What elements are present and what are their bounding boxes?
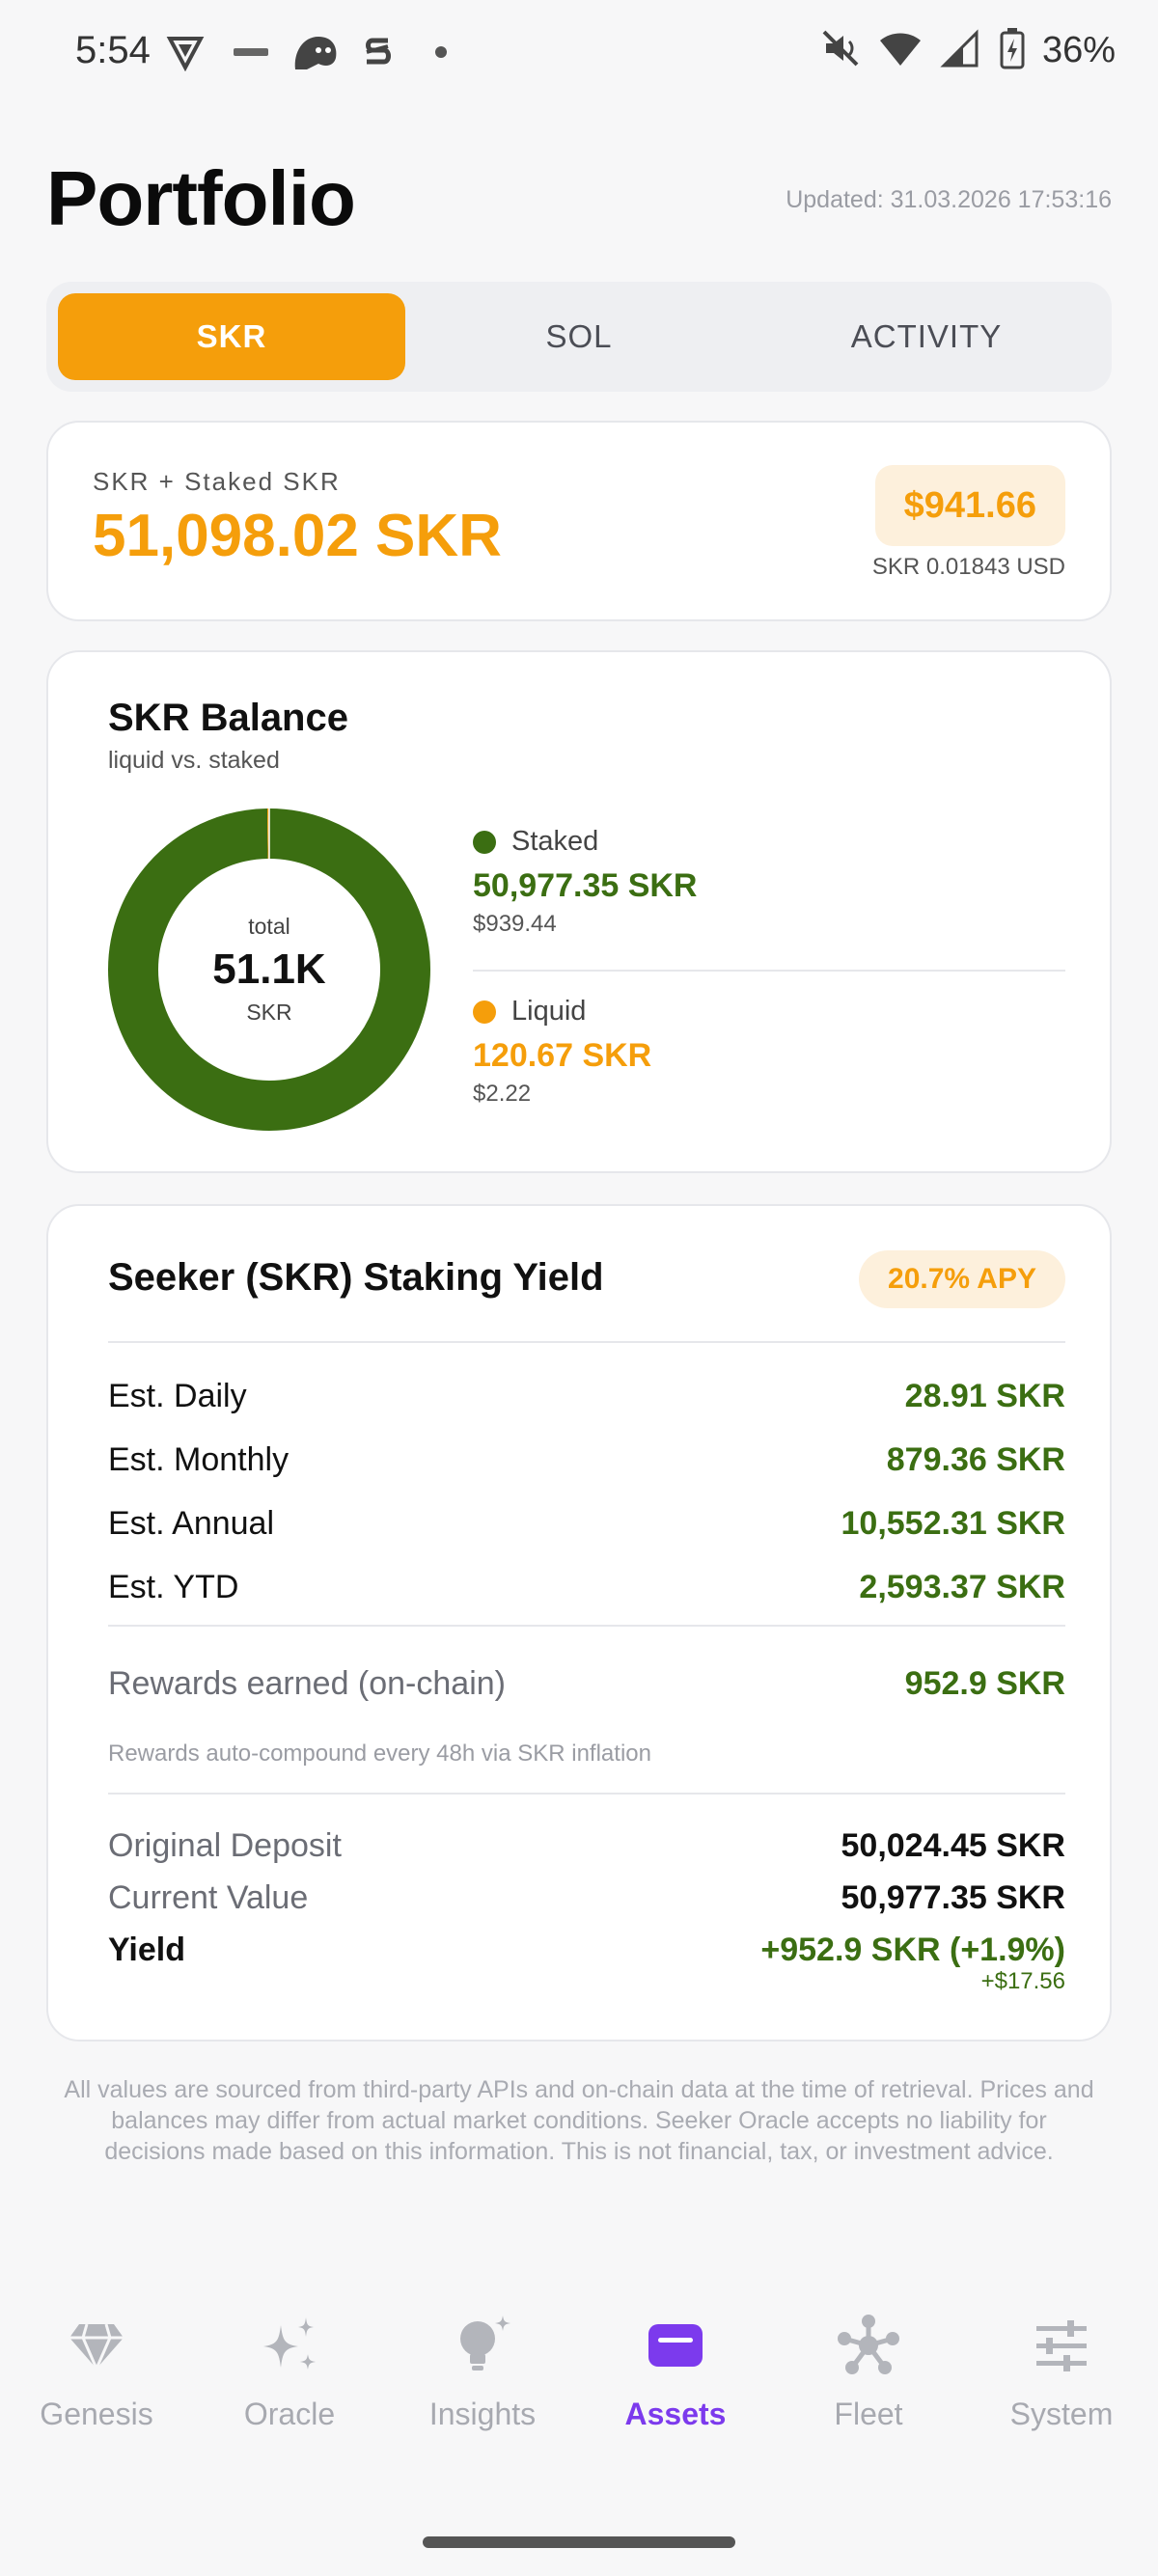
app-mob-icon: [232, 33, 270, 80]
apy-badge: 20.7% APY: [859, 1250, 1065, 1308]
divider: [108, 1625, 1065, 1627]
battery-percent: 36%: [1041, 30, 1116, 70]
lightbulb-icon: [449, 2312, 516, 2379]
legend-divider: [473, 970, 1065, 972]
est-ytd-row: Est. YTD 2,593.37 SKR: [108, 1569, 1065, 1606]
nav-label: Fleet: [834, 2397, 903, 2431]
yield-value: +952.9 SKR (+1.9%): [760, 1932, 1065, 1968]
balance-donut-chart: [108, 808, 430, 1131]
wallet-icon: [642, 2312, 709, 2379]
row-label: Est. Annual: [108, 1505, 275, 1542]
total-value: 51,098.02 SKR: [93, 503, 502, 569]
rewards-note: Rewards auto-compound every 48h via SKR …: [108, 1740, 651, 1767]
mute-icon: [820, 28, 861, 73]
balance-subtitle: liquid vs. staked: [108, 747, 280, 774]
row-label: Est. YTD: [108, 1569, 239, 1605]
tab-skr[interactable]: SKR: [58, 293, 405, 380]
liquid-dot: [473, 1000, 496, 1024]
sparkle-icon: [256, 2312, 323, 2379]
nav-label: Insights: [428, 2397, 537, 2431]
tab-sol[interactable]: SOL: [545, 318, 613, 354]
staked-dot: [473, 830, 496, 854]
nav-genesis[interactable]: Genesis: [0, 2312, 193, 2466]
network-icon: [835, 2312, 902, 2379]
donut-center-value: 51.1K: [212, 945, 326, 993]
nav-label: Assets: [624, 2397, 727, 2431]
gem-icon: [63, 2312, 130, 2379]
current-value: 50,977.35 SKR: [841, 1879, 1066, 1916]
donut-center-label: total: [248, 914, 290, 939]
nav-label: Genesis: [40, 2397, 153, 2431]
legend-staked: Staked 50,977.35 SKR $939.44: [473, 826, 1065, 938]
skr-balance-card: SKR Balance liquid vs. staked total 51.1…: [46, 650, 1112, 1173]
liquid-usd: $2.22: [473, 1081, 532, 1107]
nav-assets[interactable]: Assets: [579, 2312, 772, 2466]
rewards-row: Rewards earned (on-chain) 952.9 SKR: [108, 1665, 1065, 1703]
current-label: Current Value: [108, 1879, 309, 1916]
row-label: Est. Monthly: [108, 1441, 290, 1478]
ghost-icon: [290, 33, 340, 80]
page-title: Portfolio: [46, 155, 356, 241]
portfolio-tabs: SKR SOL ACTIVITY: [46, 282, 1112, 392]
nav-label: System: [1009, 2397, 1114, 2431]
skr-rate: SKR 0.01843 USD: [871, 554, 1065, 580]
bottom-navigation: Genesis Oracle Insights Assets Fleet Sys…: [0, 2312, 1158, 2466]
yield-row: Yield +952.9 SKR (+1.9%): [108, 1932, 1065, 1969]
liquid-label: Liquid: [511, 996, 587, 1027]
app-v-icon: [166, 33, 205, 80]
current-value-row: Current Value 50,977.35 SKR: [108, 1879, 1065, 1917]
staked-label: Staked: [511, 826, 599, 857]
disclaimer-text: All values are sourced from third-party …: [64, 2076, 1094, 2165]
status-indicators: 36%: [820, 27, 1116, 74]
staked-amount: 50,977.35 SKR: [473, 867, 698, 904]
est-annual-row: Est. Annual 10,552.31 SKR: [108, 1505, 1065, 1543]
tab-activity[interactable]: ACTIVITY: [850, 318, 1003, 354]
nav-label: Oracle: [243, 2397, 336, 2431]
liquid-amount: 120.67 SKR: [473, 1037, 652, 1074]
wifi-icon: [878, 29, 923, 72]
battery-charging-icon: [1000, 27, 1025, 74]
usd-value-badge: $941.66: [874, 465, 1065, 546]
deposit-value: 50,024.45 SKR: [841, 1827, 1066, 1864]
deposit-label: Original Deposit: [108, 1827, 342, 1864]
balance-title: SKR Balance: [108, 697, 348, 739]
rewards-label: Rewards earned (on-chain): [108, 1665, 506, 1702]
staking-yield-card: Seeker (SKR) Staking Yield 20.7% APY Est…: [46, 1204, 1112, 2042]
status-time: 5:54: [75, 29, 151, 71]
divider: [108, 1793, 1065, 1795]
status-bar: 5:54 36%: [0, 0, 1158, 106]
staked-usd: $939.44: [473, 911, 557, 937]
row-value: 879.36 SKR: [886, 1441, 1065, 1478]
s-logo-icon: [359, 33, 398, 80]
yield-usd: +$17.56: [980, 1968, 1065, 1994]
rewards-value: 952.9 SKR: [904, 1665, 1065, 1702]
signal-icon: [940, 29, 982, 72]
nav-fleet[interactable]: Fleet: [772, 2312, 965, 2466]
updated-timestamp: Updated: 31.03.2026 17:53:16: [786, 186, 1112, 213]
row-value: 10,552.31 SKR: [841, 1505, 1066, 1542]
total-balance-card: SKR + Staked SKR 51,098.02 SKR $941.66 S…: [46, 421, 1112, 621]
legend-liquid: Liquid 120.67 SKR $2.22: [473, 996, 1065, 1108]
nav-insights[interactable]: Insights: [386, 2312, 579, 2466]
est-monthly-row: Est. Monthly 879.36 SKR: [108, 1441, 1065, 1479]
dot-icon: [434, 33, 448, 80]
total-label: SKR + Staked SKR: [93, 467, 341, 496]
home-indicator[interactable]: [423, 2536, 735, 2548]
row-label: Est. Daily: [108, 1378, 247, 1414]
sliders-icon: [1028, 2312, 1095, 2379]
row-value: 28.91 SKR: [904, 1378, 1065, 1414]
nav-oracle[interactable]: Oracle: [193, 2312, 386, 2466]
row-value: 2,593.37 SKR: [859, 1569, 1065, 1605]
divider: [108, 1341, 1065, 1343]
est-daily-row: Est. Daily 28.91 SKR: [108, 1378, 1065, 1415]
donut-center: total 51.1K SKR: [108, 808, 430, 1131]
nav-system[interactable]: System: [965, 2312, 1158, 2466]
yield-label: Yield: [108, 1932, 185, 1968]
deposit-row: Original Deposit 50,024.45 SKR: [108, 1827, 1065, 1865]
donut-center-unit: SKR: [246, 1000, 292, 1025]
yield-title: Seeker (SKR) Staking Yield: [108, 1256, 604, 1299]
